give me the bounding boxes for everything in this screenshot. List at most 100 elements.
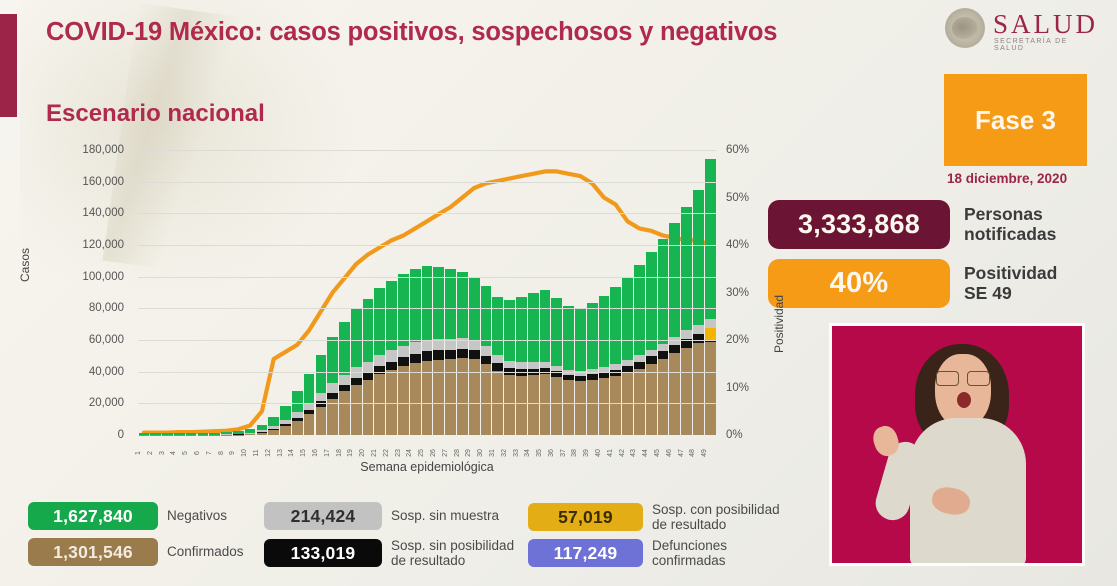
phase-label: Fase 3: [975, 104, 1056, 135]
bar-segment: [173, 432, 185, 435]
bar-segment: [539, 374, 551, 435]
bar-segment: [256, 430, 268, 432]
bar-segment: [586, 374, 598, 380]
plot-area: [138, 150, 716, 435]
legend-item-sosp-sin-muestra: 214,424 Sosp. sin muestra: [264, 502, 499, 530]
bar-segment: [256, 424, 268, 431]
bar-week-8: [221, 432, 232, 435]
bar-segment: [657, 239, 669, 344]
bar-segment: [315, 354, 327, 393]
bar-week-3: [162, 432, 173, 435]
bar-segment: [256, 431, 268, 433]
bar-segment: [704, 328, 716, 341]
y-tick-right: 20%: [726, 334, 750, 346]
legend-value-sosp-sin-muestra: 214,424: [264, 502, 382, 530]
y-tick-left: 140,000: [82, 207, 124, 220]
bar-segment: [527, 362, 539, 369]
bar-segment: [492, 296, 504, 356]
bar-segment: [291, 411, 303, 418]
legend-label-sosp-sin-posibilidad-l2: de resultado: [391, 553, 466, 569]
legend-item-sosp-sin-posibilidad: 133,019 Sosp. sin posibilidad de resulta…: [264, 538, 514, 568]
bar-segment: [598, 378, 610, 435]
bar-segment: [303, 373, 315, 404]
stacked-bars: [138, 150, 716, 435]
legend-item-defunciones: 117,249 Defunciones confirmadas: [528, 538, 727, 568]
bar-segment: [280, 426, 291, 435]
bar-segment: [445, 359, 456, 435]
bar-segment: [398, 274, 409, 347]
bar-segment: [374, 374, 386, 435]
bar-segment: [232, 431, 244, 435]
bar-segment: [657, 359, 669, 435]
y-tick-right: 50%: [726, 191, 750, 204]
bar-segment: [268, 428, 280, 430]
bar-segment: [197, 432, 209, 435]
bar-segment: [386, 280, 397, 351]
y-tick-left: 60,000: [88, 334, 124, 346]
stat-positivity-value: 40%: [829, 267, 889, 299]
y-axis-left-label: Casos: [18, 247, 33, 283]
bar-segment: [327, 398, 338, 435]
bar-week-4: [173, 432, 185, 435]
bar-segment: [256, 432, 268, 435]
bar-segment: [657, 351, 669, 359]
y-tick-right: 60%: [726, 144, 750, 156]
bar-segment: [339, 384, 350, 392]
bar-segment: [150, 433, 162, 435]
bar-segment: [681, 330, 692, 339]
x-axis-ticks: 1 2 3 4 5 6 7 8 9 10 11 12 13 14 15 16 17 18 19 20 21 22 23 24 2…: [135, 438, 716, 462]
bar-segment: [315, 392, 327, 402]
stat-notified: 3,333,868 Personas notificadas: [768, 200, 1056, 249]
page-subtitle: Escenario nacional: [46, 100, 265, 127]
bar-segment: [244, 433, 256, 435]
bar-segment: [421, 339, 433, 352]
bar-segment: [669, 344, 681, 354]
bar-week-18: [339, 322, 350, 435]
bar-segment: [268, 416, 280, 426]
sign-language-interpreter: [832, 326, 1082, 563]
bar-week-20: [362, 299, 374, 435]
bar-segment: [280, 423, 291, 427]
legend-label-sosp-sin-muestra-l1: Sosp. sin muestra: [391, 508, 500, 524]
bar-segment: [303, 403, 315, 411]
interpreter-face: [935, 354, 991, 428]
bar-segment: [563, 306, 574, 370]
bar-segment: [504, 360, 515, 369]
bar-segment: [268, 425, 280, 429]
bar-segment: [339, 374, 350, 385]
y-axis-left: 0 20,000 40,000 60,000 80,000 100,000 120,000 1…: [30, 144, 130, 441]
salud-logo: SALUD SECRETARÍA DE SALUD: [945, 6, 1095, 52]
bar-segment: [527, 374, 539, 435]
bar-week-33: [516, 297, 527, 435]
bar-segment: [492, 355, 504, 364]
bar-segment: [492, 370, 504, 435]
bar-segment: [657, 343, 669, 352]
legend-item-negativos: 1,627,840 Negativos: [28, 502, 227, 530]
bar-segment: [622, 366, 633, 373]
report-date: 18 diciembre, 2020: [947, 171, 1068, 186]
y-tick-left: 180,000: [82, 144, 124, 156]
bar-week-6: [197, 432, 209, 435]
gridline: [138, 276, 716, 278]
bar-week-22: [386, 280, 397, 435]
bar-segment: [610, 375, 622, 435]
bar-segment: [598, 295, 610, 368]
bar-week-14: [291, 391, 303, 435]
bar-segment: [421, 351, 433, 361]
bar-segment: [634, 368, 645, 435]
gridline: [138, 150, 716, 151]
bar-week-30: [480, 286, 492, 435]
phase-badge: Fase 3: [944, 74, 1087, 166]
bar-segment: [409, 362, 421, 435]
y-tick-left: 80,000: [88, 302, 124, 315]
bar-segment: [468, 340, 480, 351]
salud-subtitle: SECRETARÍA DE SALUD: [994, 38, 1068, 52]
bar-segment: [704, 319, 716, 329]
bar-segment: [374, 288, 386, 355]
bar-segment: [280, 406, 291, 420]
bar-segment: [551, 365, 563, 372]
salud-wordmark: SALUD: [993, 9, 1099, 39]
bar-segment: [362, 380, 374, 435]
bar-segment: [563, 374, 574, 381]
y-tick-left: 100,000: [82, 270, 124, 283]
